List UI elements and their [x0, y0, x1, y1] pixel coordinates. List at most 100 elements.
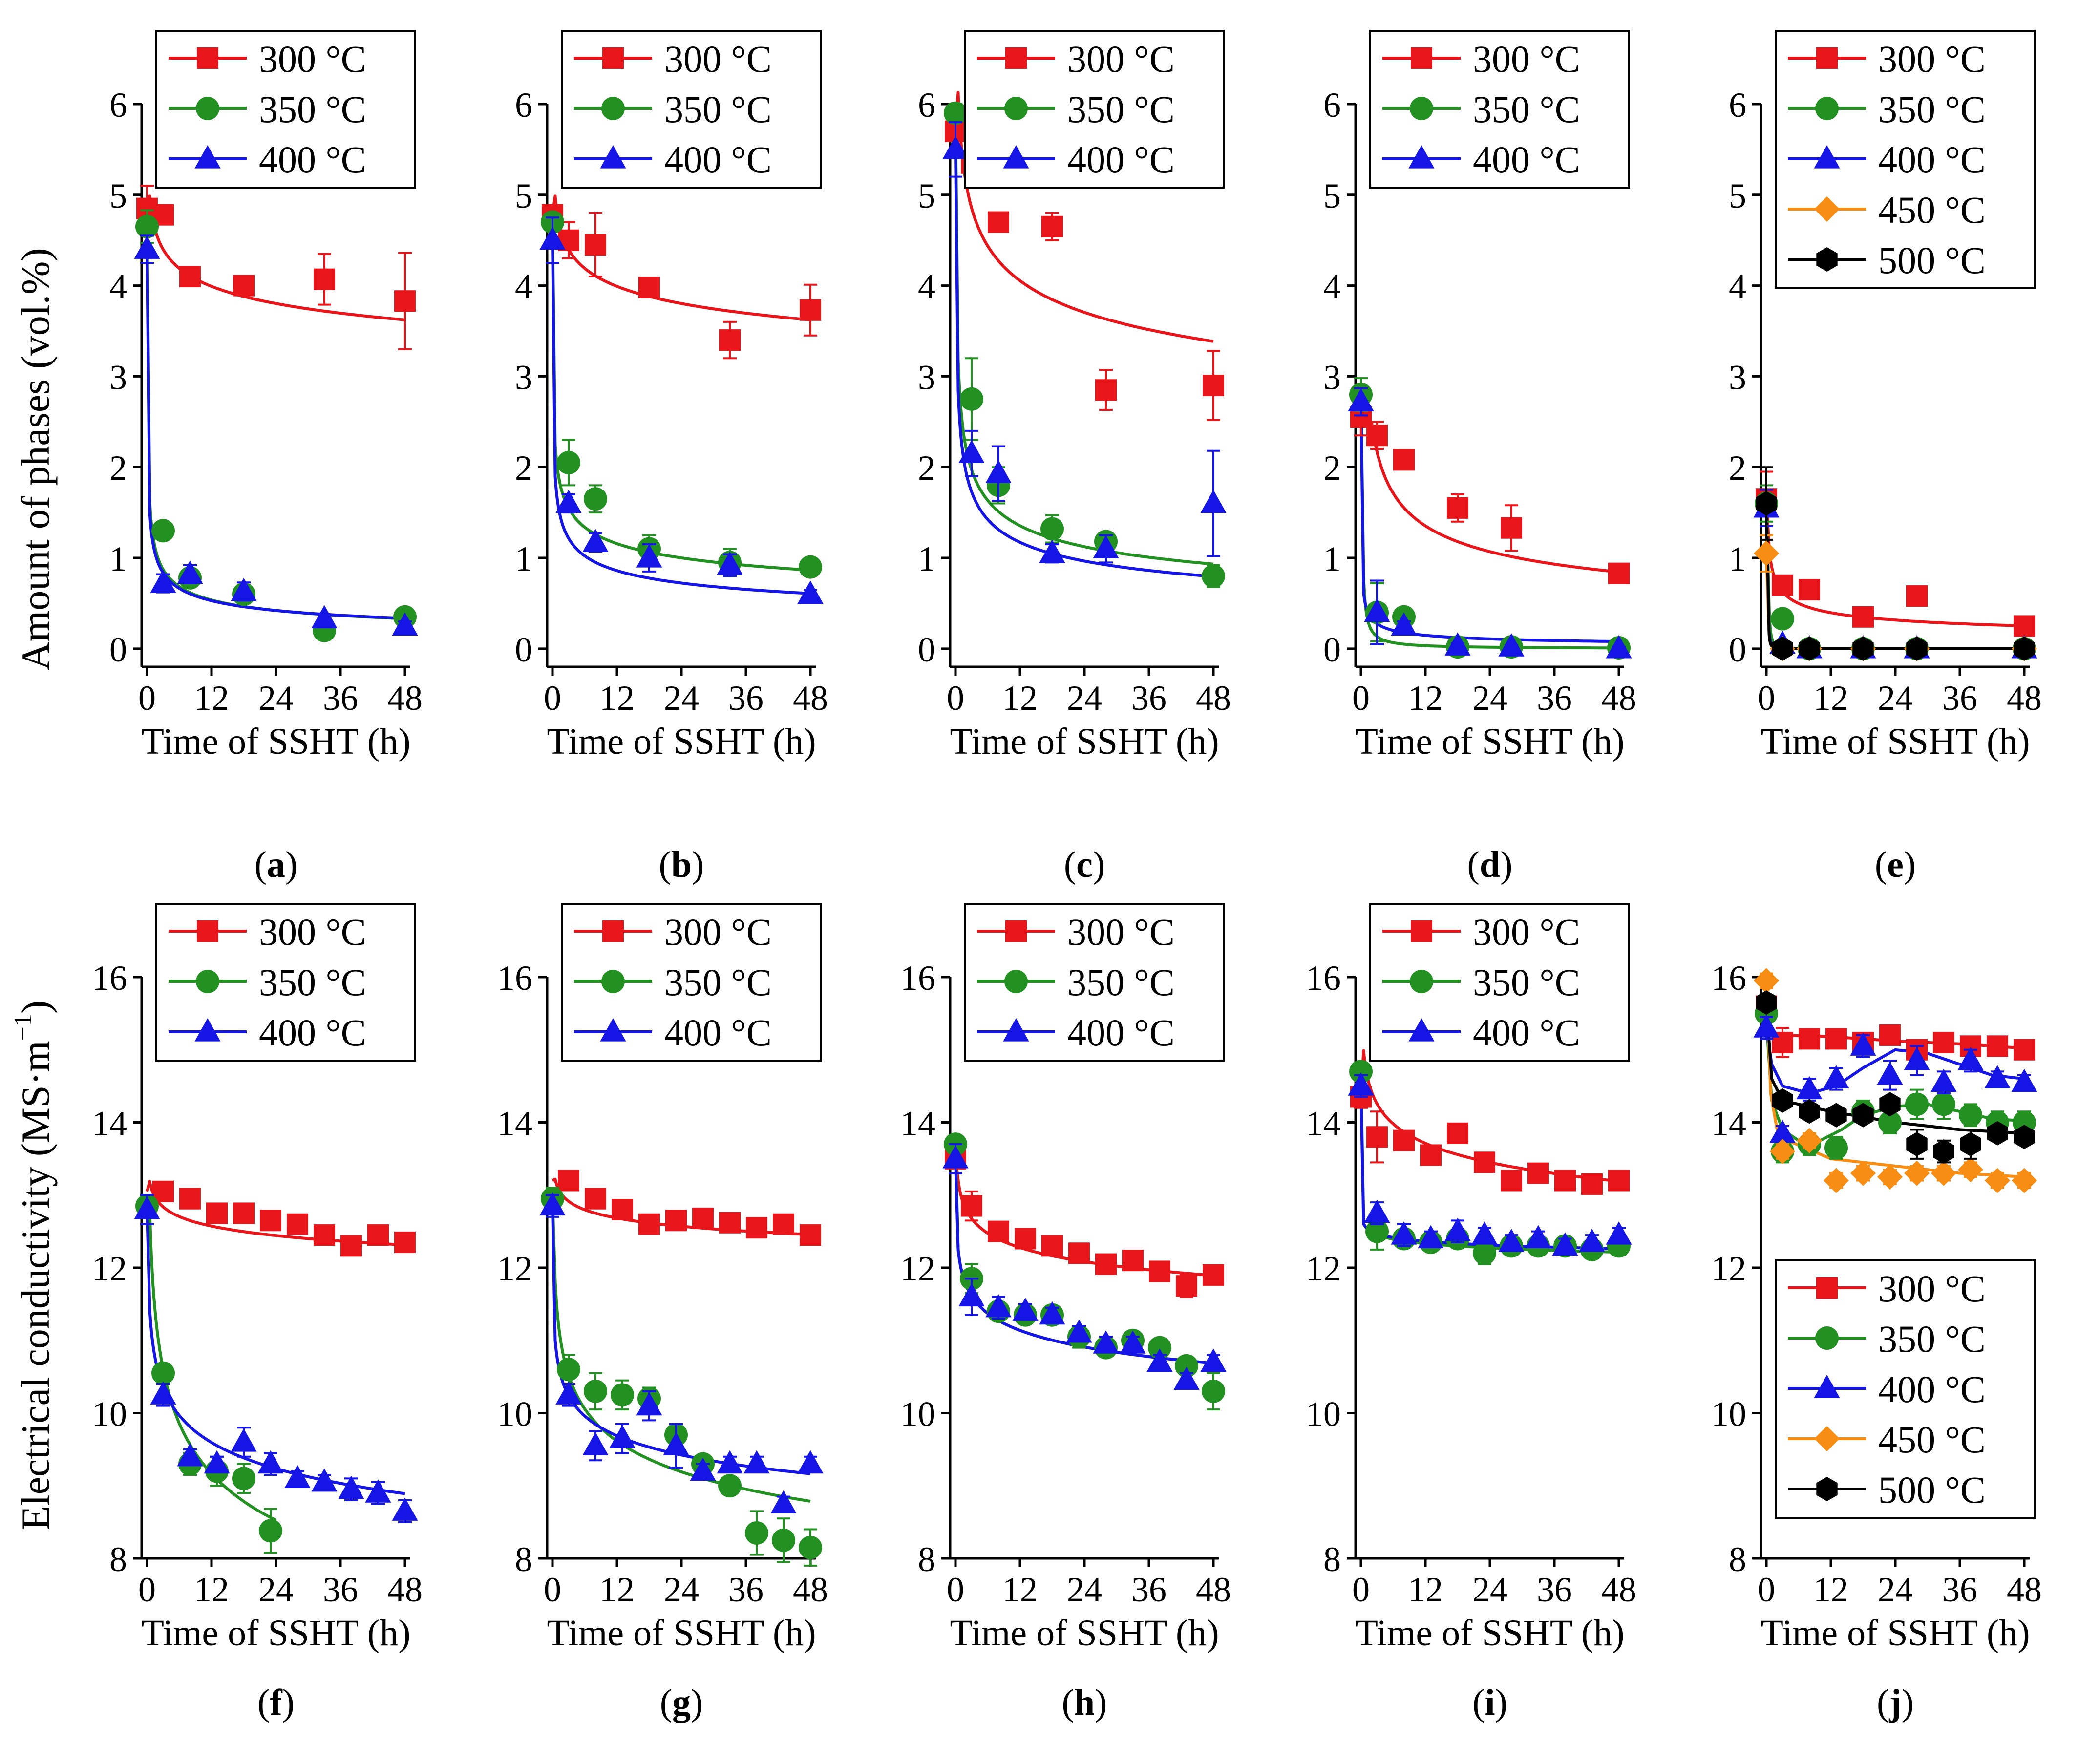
panel-label-letter: c: [1076, 844, 1093, 885]
legend-label-400: 400 °C: [1878, 1368, 1986, 1410]
x-tick-label: 48: [1601, 679, 1636, 718]
data-point-300: [1474, 1151, 1495, 1173]
legend-label-350: 350 °C: [1878, 88, 1986, 130]
data-point-300: [314, 268, 335, 290]
data-point-300: [612, 1199, 633, 1220]
y-axis-label-bottom-exponent: −1: [9, 1014, 37, 1041]
data-point-400: [1525, 1225, 1551, 1249]
legend-label-350: 350 °C: [664, 88, 772, 130]
chart-panel-h: 8 10 12 14 16 0 12 24 36 48 Time of SSHT (h) 300 °C…: [900, 903, 1231, 1723]
legend-label-300: 300 °C: [259, 38, 366, 80]
x-tick-label: 0: [947, 679, 964, 718]
data-point-400: [1850, 1032, 1876, 1056]
y-tick-label: 14: [1306, 1104, 1341, 1143]
panel-label-open: (: [1875, 844, 1887, 885]
data-point-350: [1905, 1092, 1929, 1116]
data-point-400: [365, 1479, 391, 1503]
data-point-300: [1799, 1028, 1820, 1050]
legend-label-300: 300 °C: [1067, 38, 1175, 80]
y-tick-label: 1: [1729, 539, 1746, 578]
x-tick-label: 12: [1813, 679, 1848, 718]
y-tick-label: 6: [1729, 85, 1746, 125]
data-point-500: [1756, 491, 1777, 516]
data-point-400: [1200, 1348, 1227, 1372]
y-tick-label: 10: [1711, 1395, 1746, 1434]
fit-curve-350: [551, 1198, 811, 1503]
fit-curve-300: [551, 194, 811, 321]
y-tick-label: 3: [1729, 358, 1746, 397]
data-point-400: [743, 1450, 770, 1474]
data-point-400: [1498, 633, 1525, 657]
data-point-350: [584, 487, 607, 511]
panel-label-close: ): [1902, 1682, 1914, 1723]
data-point-300: [1203, 1264, 1224, 1286]
legend-marker-400: [600, 145, 626, 169]
legend-label-400: 400 °C: [259, 1011, 366, 1054]
chart-panel-j: 8 10 12 14 16 0 12 24 36 48 Time of SSHT (h) 300 °C…: [1711, 958, 2042, 1723]
panel-label: (a): [255, 844, 298, 885]
data-point-400: [582, 529, 609, 553]
fit-curve-300: [146, 194, 405, 321]
y-tick-label: 0: [1323, 630, 1341, 669]
data-point-300: [1366, 425, 1388, 447]
legend-marker-400: [1814, 145, 1840, 169]
x-tick-label: 12: [1002, 679, 1038, 718]
data-point-350: [960, 387, 983, 411]
data-point-350: [1771, 607, 1794, 631]
x-tick-label: 48: [793, 1570, 828, 1609]
data-point-400: [1498, 1228, 1525, 1252]
data-point-300: [1447, 497, 1468, 519]
data-point-400: [539, 1192, 566, 1216]
data-point-400: [1444, 632, 1471, 656]
y-tick-label: 4: [109, 267, 127, 306]
data-point-300: [800, 1224, 821, 1246]
data-point-400: [1120, 1330, 1146, 1354]
panel-label-open: (: [659, 844, 671, 885]
data-point-500: [1852, 636, 1874, 661]
data-point-400: [1984, 1065, 2011, 1088]
legend-marker-300: [602, 920, 624, 942]
panel-label-open: (: [660, 1682, 672, 1723]
legend-label-350: 350 °C: [1473, 88, 1580, 130]
data-point-400: [1606, 1221, 1632, 1245]
data-point-400: [204, 1450, 230, 1474]
y-tick-label: 10: [1306, 1395, 1341, 1434]
x-tick-label: 48: [1196, 1570, 1231, 1609]
data-point-400: [636, 544, 662, 568]
data-point-300: [638, 277, 660, 298]
data-point-450: [1958, 1157, 1983, 1183]
data-point-300: [1501, 517, 1522, 539]
legend-marker-300: [1816, 1277, 1838, 1299]
data-point-450: [1904, 1160, 1930, 1186]
y-tick-label: 6: [1323, 85, 1341, 125]
y-axis-label-bottom-close: ): [13, 1001, 58, 1014]
legend-label-400: 400 °C: [1473, 138, 1580, 181]
data-point-400: [985, 1294, 1012, 1318]
legend-label-300: 300 °C: [1878, 1267, 1986, 1310]
data-point-400: [1012, 1298, 1039, 1321]
x-tick-label: 12: [194, 1570, 229, 1609]
data-point-400: [1823, 1065, 1849, 1088]
fit-curve-300: [1765, 499, 2025, 628]
data-point-300: [367, 1224, 389, 1246]
panel-label-close: ): [1095, 1682, 1107, 1723]
x-axis-label: Time of SSHT (h): [950, 721, 1219, 762]
data-point-300: [233, 275, 255, 297]
fit-curve-450: [1765, 553, 2024, 650]
y-tick-label: 2: [1729, 448, 1746, 488]
data-point-400: [1348, 388, 1374, 412]
legend-marker-400: [1814, 1375, 1840, 1398]
panel-label: (e): [1875, 844, 1916, 885]
y-tick-label: 3: [1323, 358, 1341, 397]
y-tick-label: 3: [918, 358, 935, 397]
y-tick-label: 8: [1323, 1540, 1341, 1579]
x-axis-label: Time of SSHT (h): [950, 1613, 1219, 1654]
data-point-400: [177, 560, 203, 584]
y-axis-label-top: Amount of phases (vol.%): [13, 248, 58, 670]
y-tick-label: 12: [1711, 1249, 1746, 1288]
data-point-500: [1960, 1132, 1981, 1157]
data-point-450: [1985, 1168, 2010, 1193]
legend-marker-450: [1814, 196, 1840, 222]
data-point-300: [340, 1235, 362, 1257]
data-point-300: [2014, 1039, 2035, 1061]
